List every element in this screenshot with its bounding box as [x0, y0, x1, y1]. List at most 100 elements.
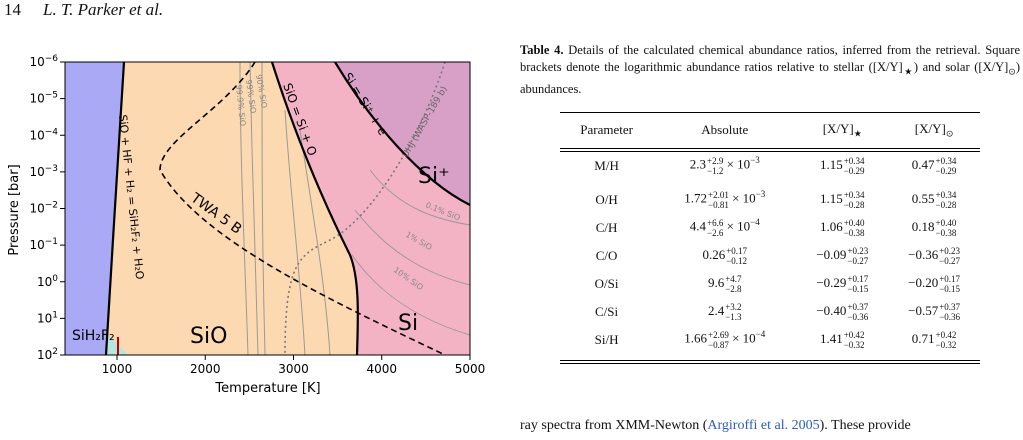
tick-base: 10 [29, 55, 44, 69]
table-cell: −0.29 +0.17 −0.15 [796, 270, 888, 298]
cell-value: 1.15 [819, 190, 843, 206]
region-label: Si [398, 311, 418, 336]
table-row: O/H 1.72 +2.01 −0.81 × 10−3 1.15 +0.34 −0.28 0.… [560, 180, 980, 214]
table-cell: 0.71 +0.42 −0.32 [888, 325, 980, 364]
upper-error: +0.34 [935, 189, 957, 200]
y-tick-label: 10−3 [29, 164, 58, 179]
uncertainty: +0.42 −0.32 [844, 330, 865, 350]
header-sub: ★ [853, 128, 862, 139]
table-cell: 1.15 +0.34 −0.28 [796, 180, 888, 214]
caption-text: ) and solar ([X/Y] [913, 60, 1009, 74]
cell-value: 0.55 [911, 190, 935, 206]
table-cell: 2.3 +2.9 −1.2 × 10−3 [653, 150, 796, 180]
lower-error: −0.38 [843, 227, 865, 238]
y-tick-label: 10−5 [29, 91, 58, 106]
text: ray spectra from XMM-Newton ( [520, 418, 708, 433]
table-cell: −0.40 +0.37 −0.36 [796, 298, 888, 326]
cell-exponent: −3 [750, 155, 760, 166]
cell-value: 0.47 [911, 156, 935, 172]
upper-error: +6.6 [707, 217, 724, 228]
column-header: Absolute [653, 111, 797, 152]
cell-value: 1.41 [819, 330, 843, 346]
citation-link[interactable]: Argiroffi et al. 2005 [707, 418, 820, 433]
table-cell: 2.4 +3.2 −1.3 [653, 298, 796, 326]
table-cell: 0.26 +0.17 −0.12 [653, 242, 796, 270]
table-row: M/H 2.3 +2.9 −1.2 × 10−3 1.15 +0.34 −0.29 0.47 +… [560, 150, 980, 180]
upper-error: +0.37 [847, 301, 869, 312]
upper-error: +0.17 [847, 273, 869, 284]
cell-value: 0.26 [702, 246, 726, 262]
uncertainty: +2.01 −0.81 [708, 190, 729, 210]
uncertainty: +4.7 −2.8 [725, 274, 741, 294]
table-cell: −0.36 +0.23 −0.27 [888, 242, 980, 270]
upper-error: +0.34 [843, 189, 865, 200]
table-cell: 1.41 +0.42 −0.32 [796, 325, 889, 364]
lower-error: −0.28 [843, 199, 865, 210]
upper-error: +0.17 [726, 245, 748, 256]
tick-base: 10 [29, 238, 44, 252]
cell-value: 1.66 [684, 330, 708, 346]
upper-error: +2.9 [707, 155, 724, 166]
x-tick-label: 4000 [366, 362, 397, 376]
table-row: C/H 4.4 +6.6 −2.6 × 10−4 1.06 +0.40 −0.38 0.18 +… [560, 214, 980, 242]
page-number: 14 [4, 0, 21, 19]
table-cell: −0.09 +0.23 −0.27 [796, 242, 888, 270]
upper-error: +4.7 [725, 273, 742, 284]
y-tick-label: 100 [37, 274, 58, 289]
uncertainty: +0.40 −0.38 [936, 218, 957, 238]
lower-error: −0.36 [939, 311, 961, 322]
upper-error: +0.23 [847, 245, 869, 256]
column-header: [X/Y]⊙ [888, 111, 980, 152]
cell-value: 2.4 [707, 302, 725, 318]
si-plus-region [335, 62, 470, 205]
lower-error: −0.15 [939, 283, 961, 294]
tick-exponent: 0 [52, 274, 58, 284]
uncertainty: +0.34 −0.28 [844, 190, 865, 210]
uncertainty: +0.17 −0.12 [726, 246, 747, 266]
cell-multiplier: × 10 [728, 330, 756, 346]
cell-value: 2.3 [689, 156, 707, 172]
tick-base: 10 [37, 275, 52, 289]
uncertainty: +0.23 −0.27 [847, 246, 868, 266]
uncertainty: +0.37 −0.36 [847, 302, 868, 322]
figure: 1000 2000 3000 4000 500010−610−510−410−310−2… [7, 54, 485, 396]
region-label: SiO [190, 324, 227, 349]
cell-value: −0.40 [816, 302, 847, 318]
lower-error: −0.28 [935, 199, 957, 210]
column-header: Parameter [560, 111, 654, 152]
table-cell: 1.15 +0.34 −0.29 [796, 150, 888, 180]
twa-profile [159, 62, 446, 355]
parameter-cell: Si/H [560, 325, 654, 364]
uncertainty: +0.42 −0.32 [936, 330, 957, 350]
upper-error: +0.42 [935, 329, 957, 340]
uncertainty: +0.34 −0.29 [844, 156, 865, 176]
axes: 1000 2000 3000 4000 500010−610−510−410−310−2… [29, 54, 485, 376]
upper-error: +0.42 [843, 329, 865, 340]
lower-error: −2.8 [725, 283, 742, 294]
caption-text: ⊙ [1008, 66, 1016, 77]
upper-error: +0.34 [843, 155, 865, 166]
y-tick-label: 10−1 [29, 237, 58, 252]
upper-error: +2.01 [708, 189, 729, 200]
lower-error: −0.27 [939, 255, 961, 266]
table-body: M/H 2.3 +2.9 −1.2 × 10−3 1.15 +0.34 −0.29 0.47 +… [560, 150, 980, 364]
sih2f2-region [65, 62, 124, 355]
table-row: Si/H 1.66 +2.69 −0.87 × 10−4 1.41 +0.42 −0.32 0… [560, 325, 980, 364]
uncertainty: +0.17 −0.15 [939, 274, 960, 294]
table-cell: 1.72 +2.01 −0.81 × 10−3 [653, 180, 796, 214]
running-header: 14 L. T. Parker et al. [4, 0, 163, 20]
boundaries [104, 62, 470, 355]
table-row: C/Si 2.4 +3.2 −1.3 −0.40 +0.37 −0.36 −0.57 +0.37… [560, 298, 980, 326]
uncertainty: +0.37 −0.36 [939, 302, 960, 322]
lower-error: −0.81 [708, 199, 729, 210]
caption-text: ) abundances. [520, 60, 1021, 96]
x-tick-label: 3000 [278, 362, 309, 376]
uncertainty: +0.23 −0.27 [939, 246, 960, 266]
upper-error: +0.40 [843, 217, 865, 228]
cell-value: −0.20 [908, 274, 939, 290]
lower-error: −0.29 [935, 165, 957, 176]
upper-error: +0.23 [939, 245, 961, 256]
tick-base: 10 [29, 92, 44, 106]
tick-exponent: −4 [45, 127, 59, 137]
